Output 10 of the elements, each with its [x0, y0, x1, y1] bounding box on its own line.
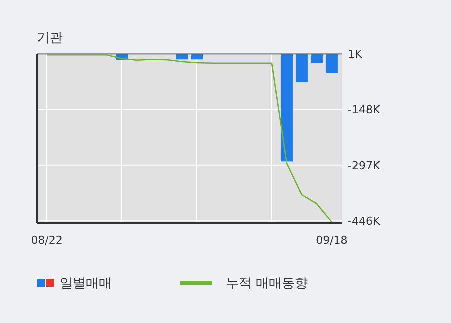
x-tick-label: 08/22	[31, 234, 63, 247]
y-tick-label: -148K	[348, 104, 381, 117]
y-tick-label: -297K	[348, 159, 381, 172]
legend-label: 일별매매	[60, 276, 112, 292]
chart-title: 기관	[37, 31, 63, 46]
x-tick-label: 09/18	[316, 234, 348, 247]
line-series	[46, 54, 333, 223]
legend-label: 누적 매매동향	[226, 276, 308, 292]
y-tick-label: 1K	[348, 48, 363, 61]
y-tick-label: -446K	[348, 214, 381, 228]
